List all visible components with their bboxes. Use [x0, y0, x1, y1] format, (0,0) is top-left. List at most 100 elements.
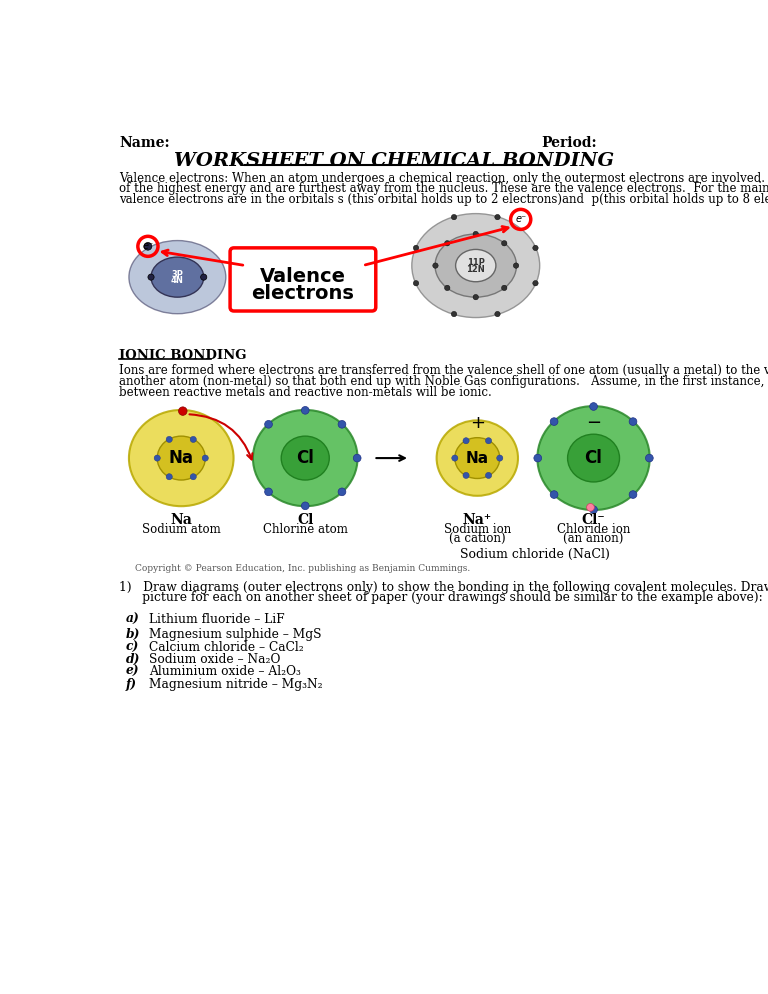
Text: electrons: electrons	[251, 284, 354, 303]
Ellipse shape	[437, 420, 518, 496]
Circle shape	[533, 246, 538, 250]
Ellipse shape	[435, 234, 516, 297]
Text: +: +	[470, 414, 485, 432]
Text: of the highest energy and are furthest away from the nucleus. These are the vale: of the highest energy and are furthest a…	[119, 183, 768, 196]
Text: 11P: 11P	[467, 258, 485, 267]
Circle shape	[587, 504, 594, 511]
Circle shape	[495, 215, 500, 220]
Circle shape	[497, 455, 503, 461]
Ellipse shape	[157, 436, 205, 480]
Circle shape	[485, 437, 492, 444]
Circle shape	[485, 472, 492, 478]
Circle shape	[413, 280, 419, 286]
Text: Valence: Valence	[260, 267, 346, 286]
Text: Ions are formed where electrons are transferred from the valence shell of one at: Ions are formed where electrons are tran…	[119, 364, 768, 377]
Circle shape	[301, 407, 310, 414]
Text: Na: Na	[169, 449, 194, 467]
Text: f): f)	[125, 678, 137, 691]
Circle shape	[338, 420, 346, 428]
Text: Period:: Period:	[541, 136, 598, 150]
Text: a): a)	[125, 613, 139, 626]
Circle shape	[645, 454, 654, 462]
Text: Sodium atom: Sodium atom	[142, 523, 220, 536]
Circle shape	[590, 506, 598, 514]
Text: d): d)	[125, 653, 140, 666]
Circle shape	[550, 491, 558, 498]
Circle shape	[166, 436, 172, 442]
Text: Cl: Cl	[296, 449, 314, 467]
Text: −: −	[586, 414, 601, 432]
Text: Lithium fluoride – LiF: Lithium fluoride – LiF	[149, 613, 284, 626]
Text: e): e)	[125, 665, 139, 678]
Ellipse shape	[151, 257, 204, 297]
Circle shape	[452, 311, 457, 317]
Circle shape	[452, 215, 457, 220]
Circle shape	[445, 285, 450, 290]
Text: e⁻: e⁻	[515, 214, 526, 224]
Circle shape	[413, 246, 419, 250]
Circle shape	[502, 285, 507, 290]
Text: Magnesium nitride – Mg₃N₂: Magnesium nitride – Mg₃N₂	[149, 678, 323, 691]
Ellipse shape	[568, 434, 620, 482]
Circle shape	[534, 454, 541, 462]
Circle shape	[513, 262, 518, 268]
Ellipse shape	[129, 410, 233, 506]
Text: (an anion): (an anion)	[564, 532, 624, 545]
Text: e⁻: e⁻	[142, 241, 154, 250]
Text: Chlorine atom: Chlorine atom	[263, 523, 348, 536]
Text: valence electrons are in the orbitals s (this orbital holds up to 2 electrons)an: valence electrons are in the orbitals s …	[119, 193, 768, 206]
Text: b): b)	[125, 628, 140, 641]
Circle shape	[432, 262, 439, 268]
Ellipse shape	[455, 249, 496, 281]
Circle shape	[166, 474, 172, 480]
Circle shape	[301, 502, 310, 510]
Circle shape	[463, 472, 469, 478]
Circle shape	[473, 232, 478, 237]
Text: 4N: 4N	[171, 276, 184, 285]
Circle shape	[473, 294, 478, 300]
Circle shape	[495, 311, 500, 317]
Circle shape	[590, 403, 598, 411]
Circle shape	[452, 455, 458, 461]
Text: 12N: 12N	[466, 265, 485, 274]
Text: 1)   Draw diagrams (outer electrons only) to show the bonding in the following c: 1) Draw diagrams (outer electrons only) …	[119, 580, 768, 593]
Circle shape	[629, 491, 637, 498]
Circle shape	[154, 455, 161, 461]
Ellipse shape	[412, 214, 540, 317]
Text: Copyright © Pearson Education, Inc. publishing as Benjamin Cummings.: Copyright © Pearson Education, Inc. publ…	[134, 564, 470, 573]
Ellipse shape	[455, 437, 500, 478]
Text: 3P: 3P	[171, 269, 184, 278]
Circle shape	[144, 243, 152, 250]
Circle shape	[190, 474, 197, 480]
Text: another atom (non-metal) so that both end up with Noble Gas configurations.   As: another atom (non-metal) so that both en…	[119, 375, 768, 388]
Text: Valence electrons: When an atom undergoes a chemical reaction, only the outermos: Valence electrons: When an atom undergoe…	[119, 172, 768, 185]
Circle shape	[502, 241, 507, 246]
Text: Aluminium oxide – Al₂O₃: Aluminium oxide – Al₂O₃	[149, 665, 300, 678]
Text: WORKSHEET ON CHEMICAL BONDING: WORKSHEET ON CHEMICAL BONDING	[174, 152, 614, 170]
Circle shape	[178, 407, 187, 415]
Circle shape	[190, 436, 197, 442]
Text: Name:: Name:	[119, 136, 170, 150]
Ellipse shape	[538, 407, 650, 510]
Text: Na: Na	[465, 450, 489, 465]
Circle shape	[353, 454, 361, 462]
Text: between reactive metals and reactive non-metals will be ionic.: between reactive metals and reactive non…	[119, 386, 492, 399]
FancyBboxPatch shape	[230, 248, 376, 311]
Text: Cl: Cl	[297, 513, 313, 527]
Ellipse shape	[281, 436, 329, 480]
Circle shape	[445, 241, 450, 246]
Ellipse shape	[253, 410, 358, 506]
Text: IONIC BONDING: IONIC BONDING	[119, 349, 247, 362]
Circle shape	[202, 455, 208, 461]
Text: Na⁺: Na⁺	[463, 513, 492, 527]
Text: picture for each on another sheet of paper (your drawings should be similar to t: picture for each on another sheet of pap…	[119, 591, 763, 604]
Text: Sodium ion: Sodium ion	[444, 523, 511, 536]
Text: (a cation): (a cation)	[449, 532, 505, 545]
Text: Magnesium sulphide – MgS: Magnesium sulphide – MgS	[149, 628, 321, 641]
Circle shape	[265, 420, 273, 428]
Text: Sodium oxide – Na₂O: Sodium oxide – Na₂O	[149, 653, 280, 666]
Circle shape	[148, 274, 154, 280]
Text: Cl: Cl	[584, 449, 602, 467]
Text: Na: Na	[170, 513, 192, 527]
Text: Chloride ion: Chloride ion	[557, 523, 631, 536]
